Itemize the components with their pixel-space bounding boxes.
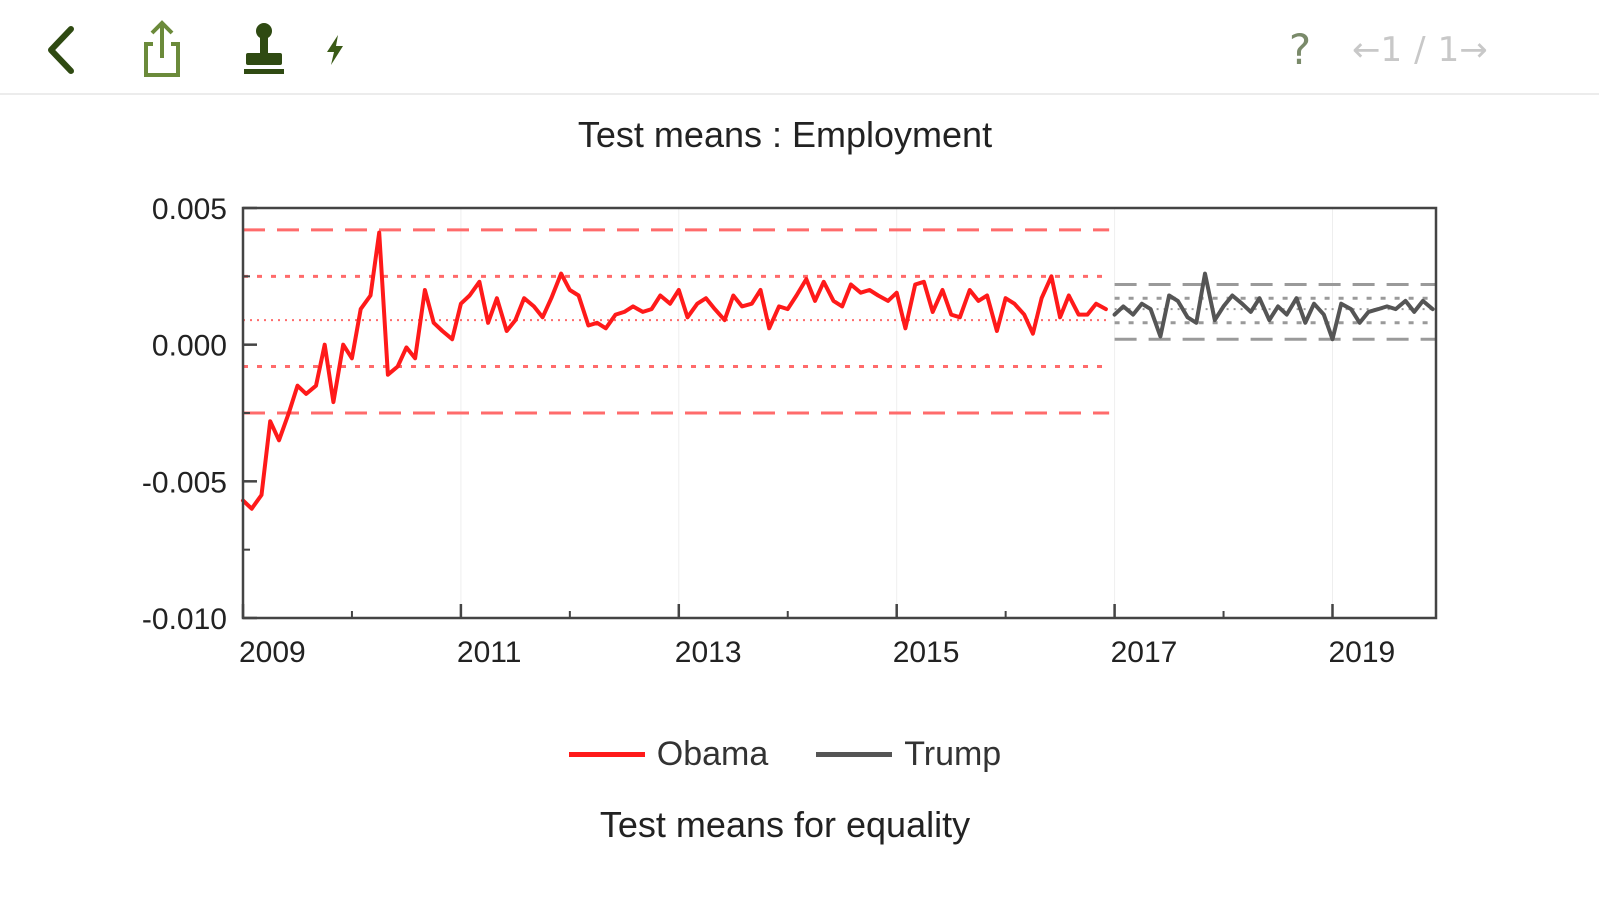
y-tick-label-3: -0.010: [142, 603, 227, 636]
legend-item-obama: Obama: [568, 735, 769, 774]
page-navigator: ← 1 / 1 →: [1352, 22, 1488, 78]
chart-title: Test means : Employment: [577, 114, 993, 155]
x-tick-label-2013: 2013: [675, 636, 742, 669]
help-button[interactable]: ?: [1288, 25, 1312, 74]
page-separator: /: [1414, 30, 1426, 70]
chart-subtitle: Test means for equality: [599, 804, 971, 845]
x-tick-label-2009: 2009: [239, 636, 306, 669]
legend-swatch-obama: [568, 752, 645, 757]
x-tick-label-2015: 2015: [893, 636, 960, 669]
x-tick-label-2017: 2017: [1111, 636, 1178, 669]
share-icon: [144, 20, 180, 77]
series-line-obama: [241, 230, 1108, 511]
chevron-left-icon: [48, 26, 74, 74]
y-tick-label-0: 0.005: [152, 193, 227, 226]
legend-label-trump: Trump: [904, 735, 1002, 773]
current-page: 1: [1380, 30, 1403, 70]
y-tick-label-2: -0.005: [142, 466, 227, 499]
y-tick-label-1: 0.000: [152, 330, 227, 363]
x-tick-label-2011: 2011: [457, 636, 522, 669]
x-tick-label-2019: 2019: [1328, 636, 1395, 669]
lightning-icon: [327, 35, 343, 65]
flash-button[interactable]: [318, 28, 352, 72]
next-page-button[interactable]: →: [1459, 30, 1488, 70]
total-pages: 1: [1437, 30, 1460, 70]
toolbar: ? ← 1 / 1 →: [0, 0, 1599, 95]
prev-page-button[interactable]: ←: [1352, 30, 1381, 70]
chart-legend: Obama Trump: [0, 735, 1570, 774]
series-line-trump: [1112, 271, 1435, 342]
stamp-icon: [244, 23, 284, 74]
legend-label-obama: Obama: [656, 735, 769, 773]
share-button[interactable]: [132, 18, 192, 80]
stamp-button[interactable]: [236, 18, 292, 80]
legend-swatch-trump: [816, 752, 893, 757]
back-button[interactable]: [36, 22, 84, 78]
legend-item-trump: Trump: [816, 735, 1001, 774]
